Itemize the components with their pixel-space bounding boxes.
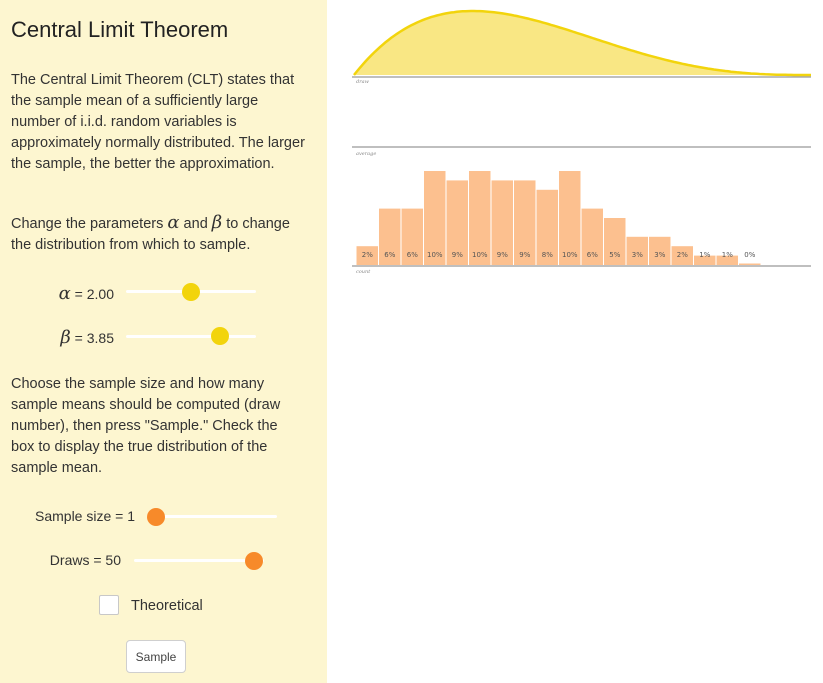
sample-instructions: Choose the sample size and how many samp… xyxy=(11,376,281,476)
histogram-bar xyxy=(379,208,401,265)
histogram-bar-label: 3% xyxy=(632,251,643,259)
histogram-bar-label: 8% xyxy=(542,251,553,259)
parameters-paragraph: Change the parameters α and β to change … xyxy=(11,212,311,256)
histogram-bar-label: 10% xyxy=(427,251,443,259)
beta-slider-thumb[interactable] xyxy=(210,327,229,345)
histogram-bar xyxy=(401,208,423,265)
alpha-slider-thumb[interactable] xyxy=(182,283,200,301)
beta-value-label: = 3.85 xyxy=(70,330,114,346)
histogram-bar xyxy=(739,263,761,265)
histogram-bar-label: 9% xyxy=(519,251,530,259)
histogram-bar xyxy=(581,208,603,265)
beta-symbol: β xyxy=(211,212,223,233)
histogram-bar-label: 3% xyxy=(654,251,665,259)
histogram-bar-label: 10% xyxy=(472,251,488,259)
histogram-bar-label: 5% xyxy=(609,251,620,259)
histogram-bar-label: 0% xyxy=(744,251,755,259)
histogram-bar xyxy=(424,171,446,265)
beta-density-area xyxy=(354,11,811,75)
sample-size-slider-track[interactable] xyxy=(147,515,277,518)
histogram-bar xyxy=(694,255,716,265)
beta-slider-track[interactable] xyxy=(126,335,256,338)
histogram-bar xyxy=(536,189,558,265)
histogram-bar xyxy=(491,180,513,265)
count-axis-label: count xyxy=(356,269,371,275)
histogram-bar xyxy=(649,236,671,265)
histogram-bar-label: 9% xyxy=(452,251,463,259)
alpha-label-symbol: α xyxy=(58,283,71,304)
sample-size-slider-thumb[interactable] xyxy=(147,508,165,526)
average-axis-label: average xyxy=(356,151,376,157)
histogram-bar-label: 1% xyxy=(722,251,733,259)
histogram-bar-label: 9% xyxy=(497,251,508,259)
histogram-bar xyxy=(469,171,491,265)
beta-label-symbol: β xyxy=(60,327,71,348)
histogram: 2% 6% 6% 10% 9% 10% 9% 9% 8% 10% 6% 5% 3% 3% 2% 1% 1% 0% xyxy=(356,171,761,265)
draws-label: Draws = 50 xyxy=(49,552,121,568)
beta-slider-label: β = 3.85 xyxy=(0,324,114,348)
histogram-bar-label: 6% xyxy=(384,251,395,259)
histogram-bar-label: 10% xyxy=(562,251,578,259)
alpha-value-label: = 2.00 xyxy=(70,286,114,302)
params-text-after: to change the distribution from which to… xyxy=(11,216,290,253)
charts-area: draw average 2% 6% 6% 10% 9% 10% 9% 9% 8% 10% 6% 5%… xyxy=(352,9,811,275)
params-text-middle: and xyxy=(179,216,212,232)
histogram-bar-label: 1% xyxy=(699,251,710,259)
sidebar: Central Limit Theorem The Central Limit … xyxy=(0,0,327,683)
page-title: Central Limit Theorem xyxy=(11,17,229,42)
theoretical-checkbox[interactable] xyxy=(99,595,119,615)
histogram-bar xyxy=(604,218,626,265)
sample-size-label: Sample size = 1 xyxy=(35,508,135,524)
theoretical-label: Theoretical xyxy=(131,598,203,614)
histogram-bar xyxy=(446,180,468,265)
histogram-bar-label: 2% xyxy=(362,251,373,259)
histogram-bar xyxy=(626,236,648,265)
histogram-bar-label: 6% xyxy=(587,251,598,259)
beta-density-curve xyxy=(353,9,811,77)
draws-slider-thumb[interactable] xyxy=(245,552,263,570)
params-text-before: Change the parameters xyxy=(11,216,168,232)
sample-button[interactable]: Sample xyxy=(126,640,186,673)
alpha-symbol: α xyxy=(167,212,180,233)
histogram-bar xyxy=(356,246,378,265)
histogram-bar-label: 6% xyxy=(407,251,418,259)
intro-paragraph: The Central Limit Theorem (CLT) states t… xyxy=(11,72,305,172)
draw-axis-label: draw xyxy=(356,79,370,85)
histogram-bar xyxy=(716,255,738,265)
histogram-bar xyxy=(559,171,581,265)
histogram-bar-label: 2% xyxy=(677,251,688,259)
draws-label-row: Draws = 50 xyxy=(0,549,121,573)
alpha-slider-label: α = 2.00 xyxy=(0,280,114,304)
histogram-bar xyxy=(671,246,693,265)
histogram-bar xyxy=(514,180,536,265)
sample-size-label-row: Sample size = 1 xyxy=(0,505,135,529)
draws-slider-track[interactable] xyxy=(134,559,264,562)
